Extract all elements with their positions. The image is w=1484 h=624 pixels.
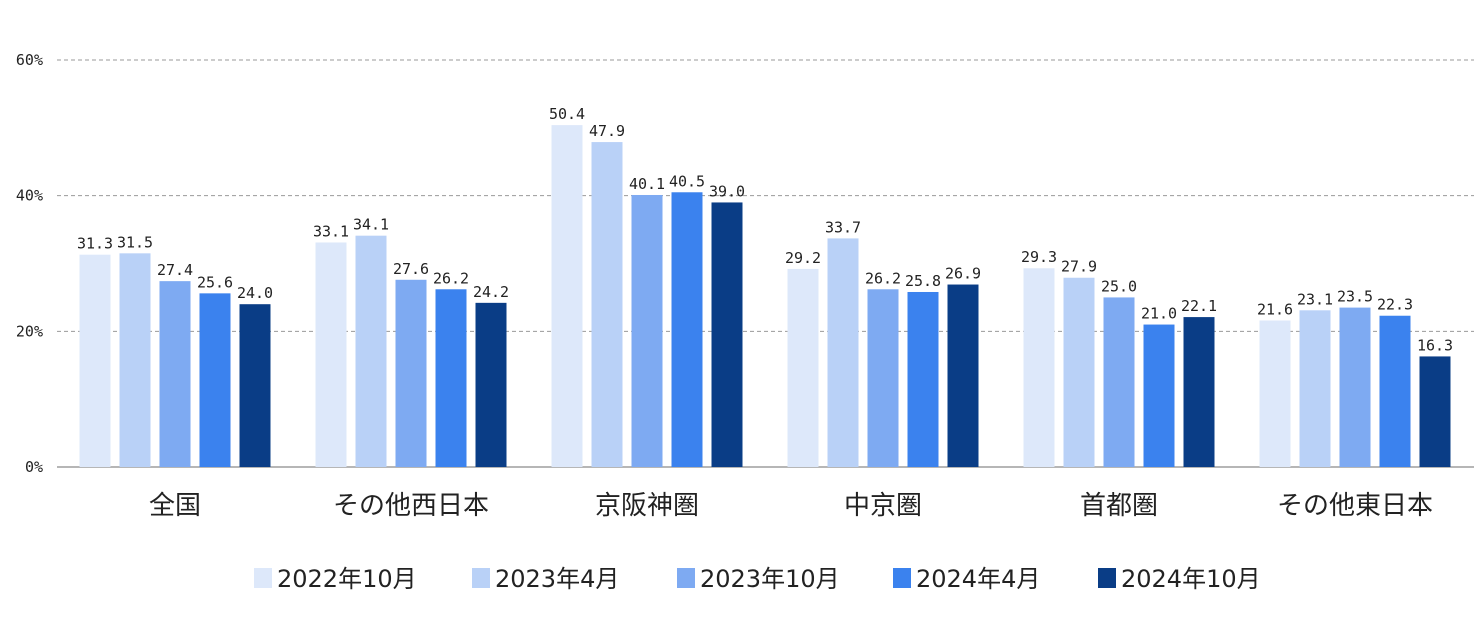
legend-item: 2023年10月 [677,565,840,593]
data-label: 23.1 [1297,290,1333,308]
y-tick-label: 60% [16,51,43,69]
bars-layer [79,125,1451,468]
data-label: 24.2 [473,283,509,301]
bar [1103,297,1135,467]
legend-label: 2024年10月 [1121,565,1261,593]
bar [551,125,583,468]
category-label: その他西日本 [333,491,489,521]
data-label: 23.5 [1337,288,1373,306]
category-label: 京阪神圏 [595,491,699,521]
bar [119,253,151,467]
data-label: 21.6 [1257,300,1293,318]
y-axis-ticks: 0% 20% 40% 60% [16,51,43,476]
category-label: 全国 [149,491,201,521]
data-label: 33.7 [825,218,861,236]
data-label: 26.9 [945,265,981,283]
legend-label: 2023年10月 [700,565,840,593]
data-labels-layer: 31.3 31.527.425.624.033.1 34.127.626.224.2… [77,105,1453,354]
legend-label: 2023年4月 [495,565,619,593]
bar [355,235,387,467]
data-label: 34.1 [353,216,389,234]
legend-item: 2024年10月 [1098,565,1261,593]
y-tick-label: 40% [16,187,43,205]
bar [947,284,979,467]
data-label: 27.6 [393,260,429,278]
data-label: 31.3 [77,235,113,253]
data-label: 40.1 [629,175,665,193]
legend-swatch [1098,568,1116,588]
data-label: 50.4 [549,105,585,123]
bar [159,281,191,467]
category-label: その他東日本 [1277,491,1433,521]
data-label: 26.2 [433,269,469,287]
bar [631,194,663,467]
bar [591,142,623,467]
data-label: 21.0 [1141,305,1177,323]
bar [475,302,507,467]
bar [199,293,231,467]
data-label: 27.9 [1061,258,1097,276]
data-label: 25.8 [905,272,941,290]
legend: 2022年10月 2023年4月 2023年10月 2024年4月 2024年10月 [254,565,1261,593]
y-tick-label: 0% [25,458,43,476]
data-label: 31.5 [117,233,153,251]
data-label: 16.3 [1417,336,1453,354]
bar [1063,277,1095,467]
data-label: 25.0 [1101,277,1137,295]
bar [1419,356,1451,467]
legend-swatch [254,568,272,588]
legend-item: 2024年4月 [893,565,1040,593]
bar [907,291,939,467]
bar [1339,307,1371,467]
bar [1183,317,1215,467]
bar [671,192,703,467]
category-label: 中京圏 [844,491,922,521]
bar [1023,268,1055,467]
data-label: 29.2 [785,249,821,267]
data-label: 47.9 [589,122,625,140]
bar [435,289,467,467]
bar [1143,324,1175,467]
grid-layer [57,59,1474,468]
bar [395,279,427,467]
data-label: 26.2 [865,269,901,287]
legend-swatch [893,568,911,588]
legend-item: 2023年4月 [472,565,619,593]
bar [867,289,899,467]
y-tick-label: 20% [16,322,43,340]
bar [1259,320,1291,467]
legend-label: 2022年10月 [277,565,417,593]
data-label: 33.1 [313,222,349,240]
legend-label: 2024年4月 [916,565,1040,593]
category-label: 首都圏 [1080,491,1158,521]
data-label: 40.5 [669,172,705,190]
bar [239,304,271,467]
data-label: 22.1 [1181,297,1217,315]
bar [827,238,859,467]
legend-swatch [677,568,695,588]
data-label: 29.3 [1021,248,1057,266]
bar [1299,310,1331,467]
bar [711,202,743,467]
legend-item: 2022年10月 [254,565,417,593]
bar [787,268,819,467]
legend-swatch [472,568,490,588]
data-label: 27.4 [157,261,193,279]
data-label: 39.0 [709,182,745,200]
data-label: 22.3 [1377,296,1413,314]
bar [79,254,111,467]
bar [315,242,347,467]
category-labels-layer: 全国 その他西日本 京阪神圏 中京圏 首都圏 その他東日本 [149,491,1433,521]
data-label: 24.0 [237,284,273,302]
bar [1379,315,1411,467]
data-label: 25.6 [197,273,233,291]
